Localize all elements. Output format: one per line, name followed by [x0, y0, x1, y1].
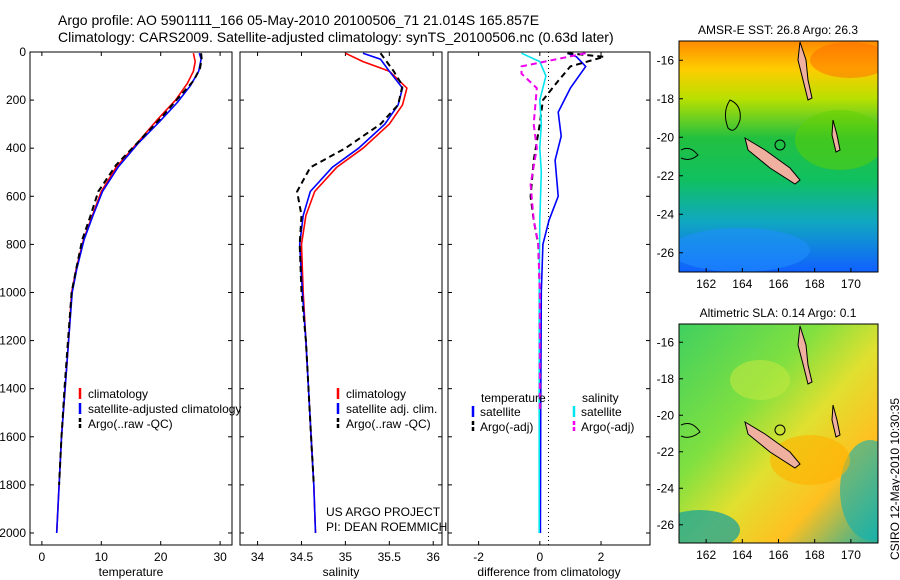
temperature-series-satellite-adjusted-climatology: [55, 52, 202, 534]
figure-title-line2: Climatology: CARS2009. Satellite-adjuste…: [58, 29, 614, 45]
legend-entry: climatology: [346, 387, 406, 401]
figure-title-line1: Argo profile: AO 5901111_166 05-May-2010…: [58, 12, 540, 28]
new-caledonia-island-sla-icon: [744, 420, 801, 469]
temperature-xtick-label: 20: [154, 550, 168, 564]
difference-series-temperature-satellite: [539, 52, 587, 534]
sst-lat-tick-label: -18: [657, 92, 675, 106]
legend-entry: satellite adj. clim.: [346, 402, 437, 416]
sst-lat-tick-label: -20: [657, 130, 675, 144]
sst-lon-tick-label: 162: [696, 277, 716, 291]
sla-argo-location-marker: [774, 424, 786, 436]
legend-entry: satellite: [480, 405, 521, 419]
legend-entry: Argo(-adj): [581, 420, 634, 434]
depth-tick-label: 800: [6, 237, 26, 251]
new-caledonia-island-icon: [744, 136, 801, 185]
depth-tick-label: 600: [6, 189, 26, 203]
credit-line1: US ARGO PROJECT: [326, 505, 441, 519]
depth-tick-label: 400: [6, 141, 26, 155]
salinity-series-climatology: [300, 52, 408, 534]
sst-map-title: AMSR-E SST: 26.8 Argo: 26.3: [698, 23, 858, 37]
difference-xlabel: difference from climatology: [477, 565, 620, 579]
sla-lat-tick-label: -18: [657, 372, 675, 386]
salinity-series-satellite-adj-clim-: [298, 52, 404, 534]
salinity-plot: 34 34.5 35 35.5 36 salinity climatologysatelli…: [240, 51, 442, 579]
legend-header-salinity: salinity: [582, 391, 619, 405]
difference-series-salinity-satellite: [521, 52, 547, 533]
difference-xtick-label: 2: [598, 550, 605, 564]
difference-xtick-label: -2: [473, 550, 484, 564]
salinity-xtick-label: 35: [339, 550, 353, 564]
sst-lon-tick-label: 170: [841, 277, 861, 291]
sst-map-panel: AMSR-E SST: 26.8 Argo: 26.3 162 164 166 168…: [657, 23, 879, 291]
legend-entry: satellite: [581, 405, 622, 419]
depth-tick-label: 1200: [0, 334, 26, 348]
sla-lon-tick-label: 170: [841, 548, 861, 562]
salinity-xtick-label: 35.5: [378, 550, 402, 564]
difference-xtick-label: 0: [536, 550, 543, 564]
sst-map-features: [679, 41, 878, 272]
timestamp-stamp: CSIRO 12-May-2010 10:30:35: [888, 397, 900, 560]
sla-lat-tick-label: -20: [657, 408, 675, 422]
sla-lon-tick-label: 168: [805, 548, 825, 562]
temperature-panel: 0 10 20 30 temperature 0 200 400 600 800 1000 1200 1…: [0, 45, 241, 579]
sst-lon-tick-label: 166: [768, 277, 788, 291]
depth-tick-label: 1600: [0, 430, 26, 444]
temperature-xtick-label: 30: [213, 550, 227, 564]
salinity-series-argo-raw-qc-: [296, 52, 404, 485]
depth-tick-label: 200: [6, 93, 26, 107]
sst-argo-location-marker: [774, 139, 786, 151]
legend-entry: Argo(-adj): [480, 420, 533, 434]
sla-lon-tick-label: 162: [696, 548, 716, 562]
depth-tick-label: 0: [19, 45, 26, 59]
depth-tick-label: 1000: [0, 285, 26, 299]
legend-header-temperature: temperature: [481, 391, 546, 405]
depth-tick-label: 2000: [0, 526, 26, 540]
sla-lat-tick-label: -26: [657, 518, 675, 532]
salinity-panel: 34 34.5 35 35.5 36 salinity climatologysatelli…: [239, 51, 443, 579]
vanuatu-islands-icon: [797, 41, 813, 101]
temperature-series-argo-raw-qc-: [58, 53, 203, 485]
legend-entry: climatology: [88, 387, 148, 401]
salinity-xlabel: salinity: [323, 565, 360, 579]
sla-lon-tick-label: 166: [768, 548, 788, 562]
sla-lat-tick-label: -16: [657, 335, 675, 349]
salinity-xtick-label: 34.5: [290, 550, 314, 564]
salinity-xtick-label: 36: [427, 550, 441, 564]
sla-lat-tick-label: -22: [657, 445, 675, 459]
depth-tick-label: 1800: [0, 478, 26, 492]
vanuatu-islands-sla-icon: [797, 325, 813, 385]
legend-entry: Argo(..raw -QC): [346, 417, 431, 431]
sst-lat-tick-label: -16: [657, 53, 675, 67]
sla-map-panel: Altimetric SLA: 0.14 Argo: 0.1 162 164 166…: [657, 306, 879, 562]
temperature-xtick-label: 10: [95, 550, 109, 564]
sst-map-ticks: 162 164 166 168 170 -16 -18 -20 -22 -24 -26: [657, 53, 862, 291]
temperature-series-climatology: [55, 53, 197, 534]
temperature-plot: 0 10 20 30 temperature 0 200 400 600 800 1000 1200 1…: [0, 45, 241, 579]
difference-series-salinity-argo-adj-: [520, 52, 586, 413]
sst-lon-tick-label: 164: [732, 277, 752, 291]
sla-map-features: [679, 325, 878, 543]
sst-lon-tick-label: 168: [805, 277, 825, 291]
sst-lat-tick-label: -22: [657, 169, 675, 183]
legend-entry: Argo(..raw -QC): [88, 417, 173, 431]
temperature-axes-box: [29, 51, 233, 546]
sst-lat-tick-label: -24: [657, 207, 675, 221]
temperature-xtick-label: 0: [39, 550, 46, 564]
difference-axes-box: [447, 51, 651, 546]
sst-lat-tick-label: -26: [657, 246, 675, 260]
credit-line2: PI: DEAN ROEMMICH: [326, 520, 447, 534]
sla-lon-tick-label: 164: [732, 548, 752, 562]
depth-tick-label: 1400: [0, 382, 26, 396]
legend-entry: satellite-adjusted climatology: [88, 402, 241, 416]
sla-lat-tick-label: -24: [657, 481, 675, 495]
temperature-xlabel: temperature: [99, 565, 164, 579]
salinity-xtick-label: 34: [251, 550, 265, 564]
salinity-axes-box: [239, 51, 443, 546]
sla-map-ticks: 162 164 166 168 170 -16 -18 -20 -22 -24 -26: [657, 335, 862, 562]
sla-map-title: Altimetric SLA: 0.14 Argo: 0.1: [700, 306, 857, 320]
